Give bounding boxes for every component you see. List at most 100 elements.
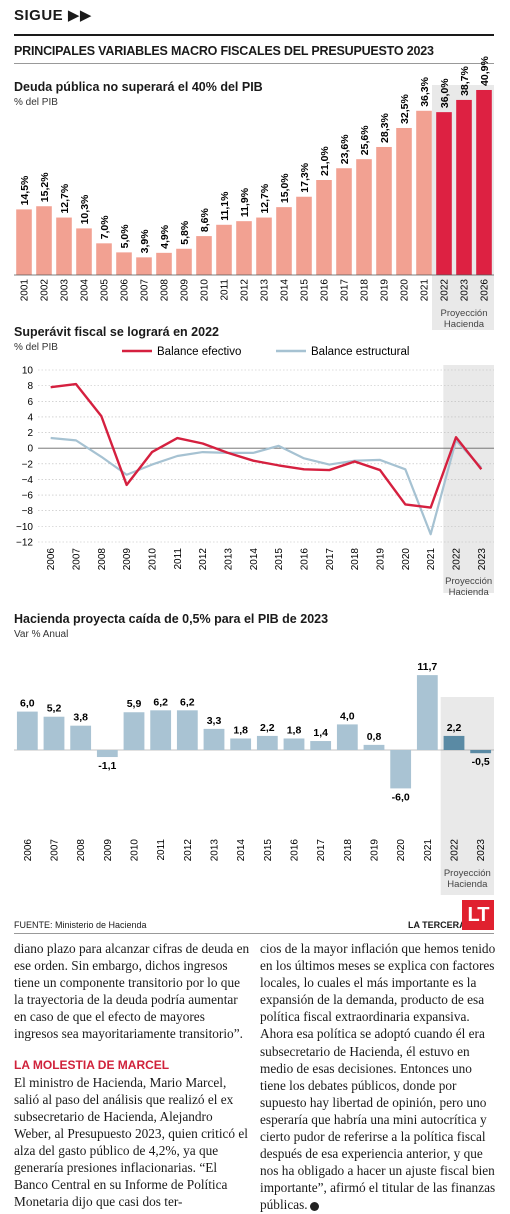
gdp-bar: [470, 750, 492, 754]
gdp-year-label: 2023: [476, 839, 487, 862]
debt-value-label: 36,3%: [419, 76, 431, 106]
article-paragraph: diano plazo para alcanzar cifras de deud…: [14, 941, 250, 1042]
x-year-label: 2020: [401, 548, 412, 571]
debt-bar: [436, 112, 452, 276]
debt-year-label: 2016: [320, 279, 331, 302]
x-year-label: 2006: [46, 548, 57, 571]
gdp-value-label: 4,0: [340, 710, 355, 722]
debt-bar: [96, 243, 112, 275]
gdp-value-label: 1,4: [313, 727, 328, 739]
projection-label-line1: Proyección: [444, 868, 491, 879]
x-year-label: 2007: [72, 548, 83, 571]
x-year-label: 2011: [173, 548, 184, 570]
gdp-bar: [336, 724, 358, 750]
x-year-label: 2016: [300, 548, 311, 571]
debt-value-label: 40,9%: [479, 56, 491, 86]
title-divider: [14, 63, 494, 64]
legend-label-efectivo: Balance efectivo: [157, 346, 241, 358]
gdp-bar: [123, 712, 145, 750]
projection-label-line2: Hacienda: [444, 319, 485, 330]
debt-year-label: 2019: [380, 279, 391, 302]
debt-year-label: 2021: [420, 279, 431, 302]
debt-year-label: 2023: [460, 279, 471, 302]
debt-year-label: 2012: [240, 279, 251, 302]
debt-value-label: 11,9%: [239, 187, 251, 217]
debt-year-label: 2020: [400, 279, 411, 302]
source-note: FUENTE: Ministerio de Hacienda: [14, 920, 147, 930]
gdp-bar: [16, 711, 38, 750]
debt-bar-chart: 14,5% 2001 15,2% 2002 12,7% 2003 10,3% 2004 7,0%…: [14, 56, 494, 330]
gdp-bar: [96, 750, 118, 758]
debt-year-label: 2007: [140, 279, 151, 302]
gdp-value-label: -1,1: [98, 760, 116, 772]
y-tick-label: 4: [27, 412, 33, 423]
debt-value-label: 12,7%: [259, 183, 271, 213]
gdp-value-label: 3,3: [207, 715, 222, 727]
gdp-value-label: 5,2: [47, 703, 62, 715]
debt-year-label: 2001: [20, 279, 31, 302]
debt-bar: [336, 168, 352, 275]
gdp-chart-unit: Var % Anual: [14, 629, 69, 640]
x-year-label: 2012: [198, 548, 209, 571]
projection-band: [440, 697, 494, 895]
debt-bar: [136, 257, 152, 275]
gdp-value-label: 1,8: [287, 724, 302, 736]
gdp-year-label: 2013: [210, 839, 221, 862]
debt-value-label: 3,9%: [139, 229, 151, 254]
gdp-value-label: -6,0: [392, 791, 410, 803]
gdp-bar: [310, 741, 332, 750]
debt-bar: [36, 206, 52, 275]
debt-value-label: 15,0%: [279, 173, 291, 203]
y-tick-label: −8: [22, 506, 34, 517]
debt-bar: [56, 217, 72, 275]
gdp-bar: [363, 744, 385, 750]
projection-label-line2: Hacienda: [449, 587, 490, 598]
x-year-label: 2018: [350, 548, 361, 571]
debt-bar: [256, 217, 272, 275]
gdp-year-label: 2019: [370, 839, 381, 862]
debt-bar: [176, 248, 192, 275]
projection-label-line1: Proyección: [445, 576, 492, 587]
debt-bar: [456, 99, 472, 275]
gdp-year-label: 2007: [50, 839, 61, 862]
debt-bar: [296, 196, 312, 275]
gdp-year-label: 2021: [423, 839, 434, 862]
gdp-bar: [230, 738, 252, 750]
projection-label-line1: Proyección: [441, 308, 488, 319]
debt-bar: [476, 89, 492, 275]
la-tercera-logo: LT: [462, 900, 494, 930]
gdp-bar: [176, 710, 198, 750]
debt-bar: [196, 236, 212, 275]
debt-value-label: 15,2%: [39, 172, 51, 202]
y-tick-label: 6: [27, 397, 33, 408]
gdp-value-label: 5,9: [127, 698, 142, 710]
debt-bar: [356, 159, 372, 275]
gdp-bar-chart: 6,0 2006 5,2 2007 3,8 2008 -1,1 2009 5,9 2010 6,2 2…: [14, 661, 494, 895]
brand-name: LA TERCERA: [408, 920, 466, 930]
gdp-bar: [283, 738, 305, 750]
debt-year-label: 2017: [340, 279, 351, 302]
debt-year-label: 2002: [40, 279, 51, 302]
debt-bar: [236, 221, 252, 275]
debt-chart-title: Deuda pública no superará el 40% del PIB: [14, 80, 263, 94]
x-year-label: 2014: [249, 548, 260, 571]
y-tick-label: −10: [16, 522, 33, 533]
gdp-bar: [43, 716, 65, 750]
debt-bar: [276, 207, 292, 275]
debt-bar: [396, 127, 412, 275]
debt-bar: [216, 224, 232, 275]
debt-bar: [116, 252, 132, 275]
top-divider: [14, 34, 494, 36]
y-tick-label: −2: [22, 459, 34, 470]
debt-bar: [376, 146, 392, 275]
debt-year-label: 2006: [120, 279, 131, 302]
gdp-value-label: 1,8: [233, 724, 248, 736]
gdp-year-label: 2018: [343, 839, 354, 862]
debt-year-label: 2009: [180, 279, 191, 302]
debt-year-label: 2026: [480, 279, 491, 302]
gdp-value-label: 0,8: [367, 731, 382, 743]
gdp-value-label: 6,2: [153, 696, 168, 708]
x-year-label: 2013: [224, 548, 235, 571]
debt-value-label: 28,3%: [379, 113, 391, 143]
x-year-label: 2019: [376, 548, 387, 571]
